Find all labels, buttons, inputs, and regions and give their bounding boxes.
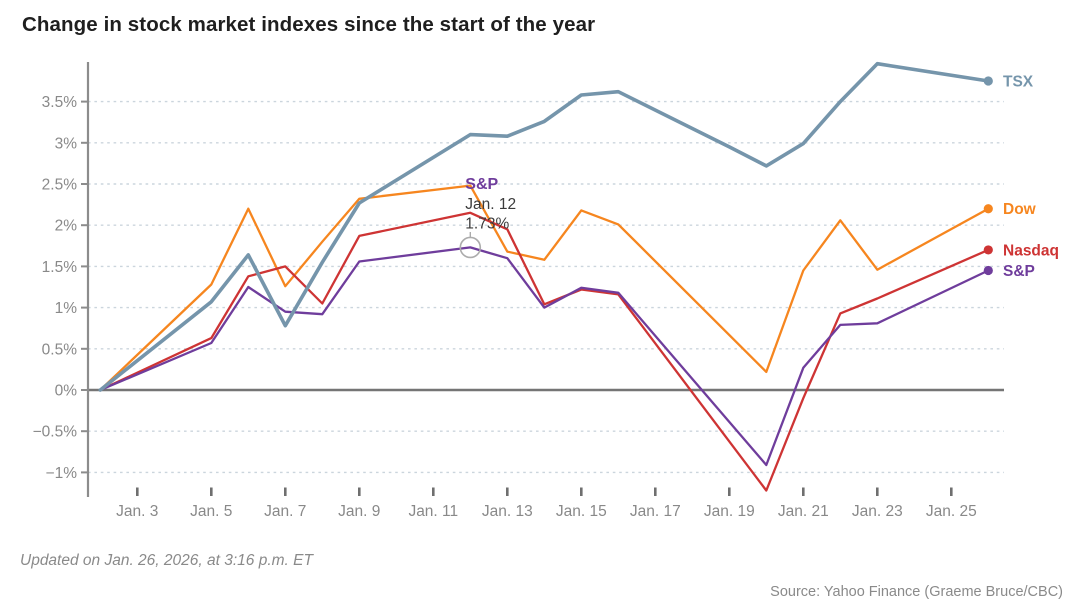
tooltip-series-label: S&P bbox=[465, 176, 498, 193]
y-tick-label: 2.5% bbox=[42, 177, 78, 194]
y-tick-label: 2% bbox=[55, 218, 78, 235]
y-tick-label: 0.5% bbox=[42, 341, 78, 358]
series-label-tsx: TSX bbox=[1003, 74, 1034, 91]
series-label-sp: S&P bbox=[1003, 263, 1035, 280]
y-tick-label: −1% bbox=[46, 465, 78, 482]
tooltip-marker[interactable] bbox=[459, 236, 482, 259]
x-tick-label: Jan. 17 bbox=[630, 503, 681, 520]
x-tick-label: Jan. 21 bbox=[778, 503, 829, 520]
series-line-tsx[interactable] bbox=[98, 61, 991, 392]
tooltip-date: Jan. 12 bbox=[465, 196, 516, 213]
x-tick-label: Jan. 7 bbox=[264, 503, 306, 520]
x-tick-label: Jan. 19 bbox=[704, 503, 755, 520]
series-end-dot-sp bbox=[983, 265, 993, 276]
y-tick-label: 3% bbox=[55, 135, 78, 152]
updated-timestamp: Updated on Jan. 26, 2026, at 3:16 p.m. E… bbox=[20, 552, 313, 569]
tooltip-value: 1.73% bbox=[465, 216, 509, 233]
series-end-dot-dow bbox=[983, 204, 993, 214]
y-tick-label: −0.5% bbox=[33, 424, 78, 441]
series-end-dot-nasdaq bbox=[983, 245, 993, 255]
series-line-dow[interactable] bbox=[99, 184, 990, 392]
x-tick-label: Jan. 9 bbox=[338, 503, 380, 520]
x-tick-label: Jan. 15 bbox=[556, 503, 607, 520]
x-tick-label: Jan. 25 bbox=[926, 503, 977, 520]
x-tick-label: Jan. 11 bbox=[408, 503, 458, 520]
x-tick-label: Jan. 5 bbox=[190, 503, 232, 520]
chart-title: Change in stock market indexes since the… bbox=[22, 13, 596, 36]
series-label-nasdaq: Nasdaq bbox=[1003, 242, 1059, 259]
source-credit: Source: Yahoo Finance (Graeme Bruce/CBC) bbox=[770, 584, 1063, 600]
series-label-dow: Dow bbox=[1003, 201, 1037, 218]
series-line-nasdaq[interactable] bbox=[99, 211, 990, 492]
series-end-dot-tsx bbox=[983, 76, 993, 86]
y-tick-label: 0% bbox=[55, 383, 78, 400]
series-line-sp[interactable] bbox=[99, 246, 990, 467]
y-tick-label: 3.5% bbox=[42, 94, 78, 111]
y-tick-label: 1% bbox=[55, 300, 78, 317]
y-tick-label: 1.5% bbox=[42, 259, 78, 276]
x-tick-label: Jan. 3 bbox=[116, 503, 158, 520]
x-tick-label: Jan. 13 bbox=[482, 503, 533, 520]
x-tick-label: Jan. 23 bbox=[852, 503, 903, 520]
